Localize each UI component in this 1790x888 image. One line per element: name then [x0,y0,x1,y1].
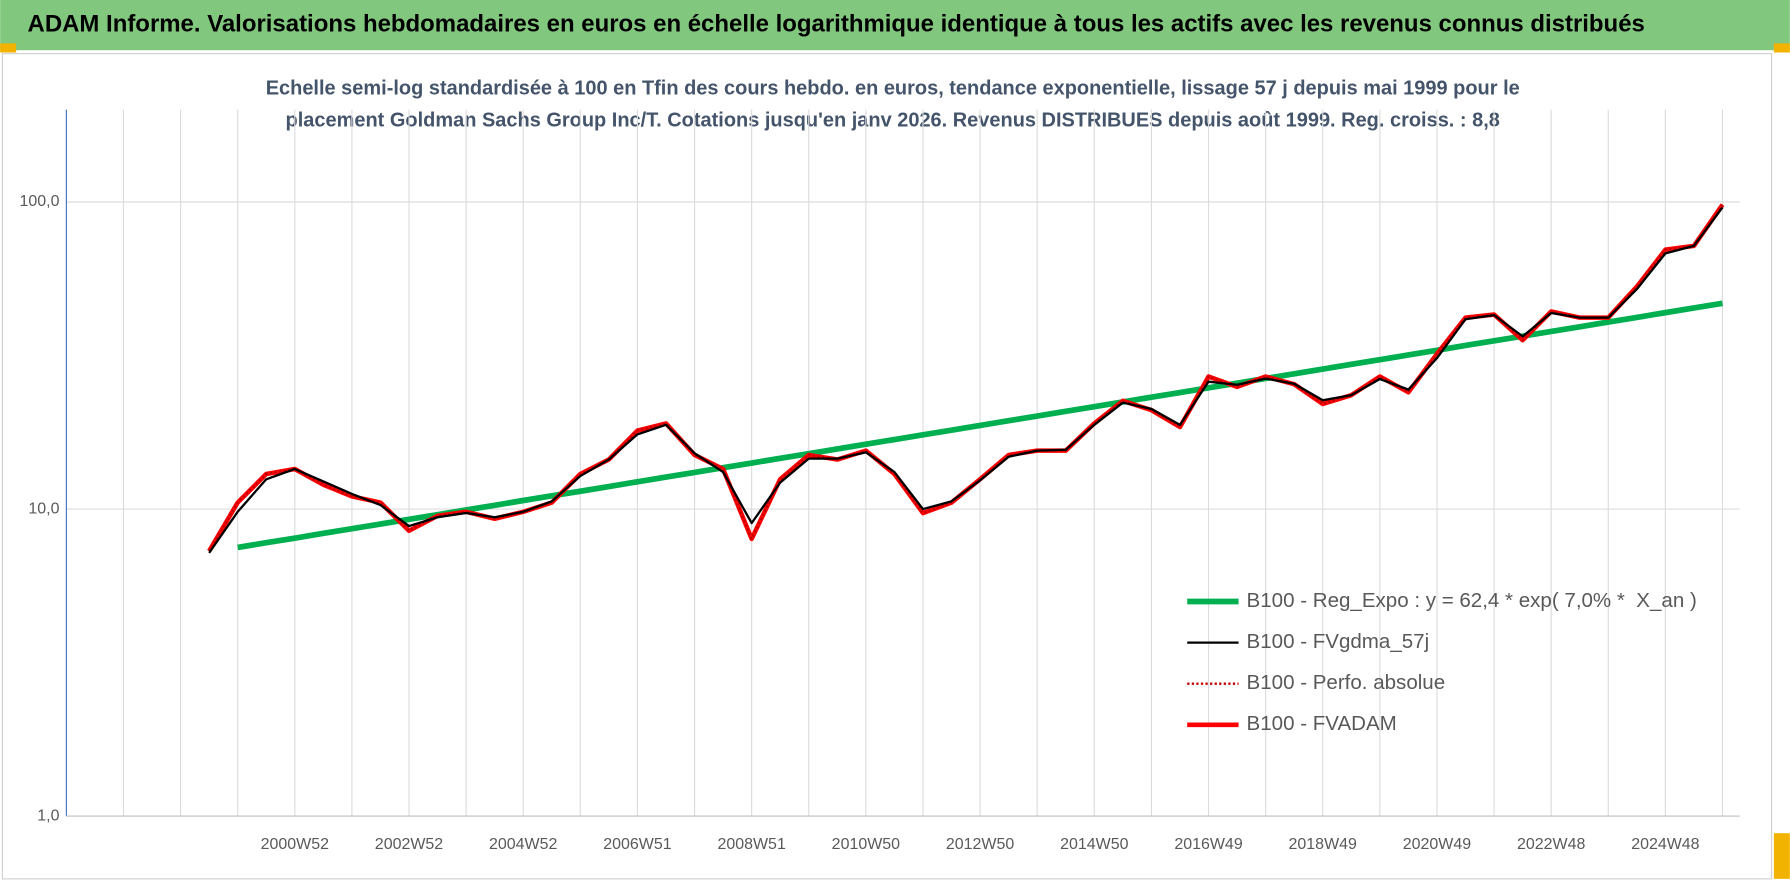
corner-mark [0,43,17,53]
y-tick-label: 100,0 [20,193,60,210]
legend-label: B100 - FVADAM [1247,712,1397,735]
x-tick-label: 2002W52 [375,836,443,853]
y-tick-label: 10,0 [28,500,59,517]
header-bar [0,0,1790,51]
legend-label: B100 - FVgdma_57j [1247,630,1430,653]
x-tick-label: 2008W51 [717,836,785,853]
x-tick-label: 2020W49 [1403,836,1471,853]
series-line [237,300,1723,551]
chart-subtitle: Echelle semi-log standardisée à 100 en T… [266,77,1520,99]
x-tick-label: 2000W52 [261,836,329,853]
x-tick-label: 2014W50 [1060,836,1128,853]
x-tick-label: 2004W52 [489,836,557,853]
legend: B100 - Reg_Expo : y = 62,4 * exp( 7,0% *… [1187,589,1697,735]
x-tick-label: 2010W50 [832,836,900,853]
y-tick-label: 1,0 [37,807,59,824]
chart-title: ADAM Informe. Valorisations hebdomadaire… [28,10,1645,37]
series-line [208,206,1724,554]
grid: 1,0 10,0 100,0 2000W52 2002W52 2004W52 2006W51… [20,109,1740,853]
x-tick-label: 2006W51 [603,836,671,853]
x-tick-label: 2018W49 [1289,836,1357,853]
plot [207,203,1725,554]
corner-mark [1773,833,1790,879]
x-tick-label: 2022W48 [1517,836,1585,853]
chart-subtitle: placement Goldman Sachs Group Inc/T. Cot… [286,109,1500,131]
x-tick-label: 2024W48 [1631,836,1699,853]
x-tick-label: 2012W50 [946,836,1014,853]
chart-frame [1,53,1773,880]
legend-label: B100 - Reg_Expo : y = 62,4 * exp( 7,0% *… [1247,589,1697,612]
corner-mark [1773,43,1790,53]
x-tick-label: 2016W49 [1174,836,1242,853]
legend-label: B100 - Perfo. absolue [1247,671,1446,694]
